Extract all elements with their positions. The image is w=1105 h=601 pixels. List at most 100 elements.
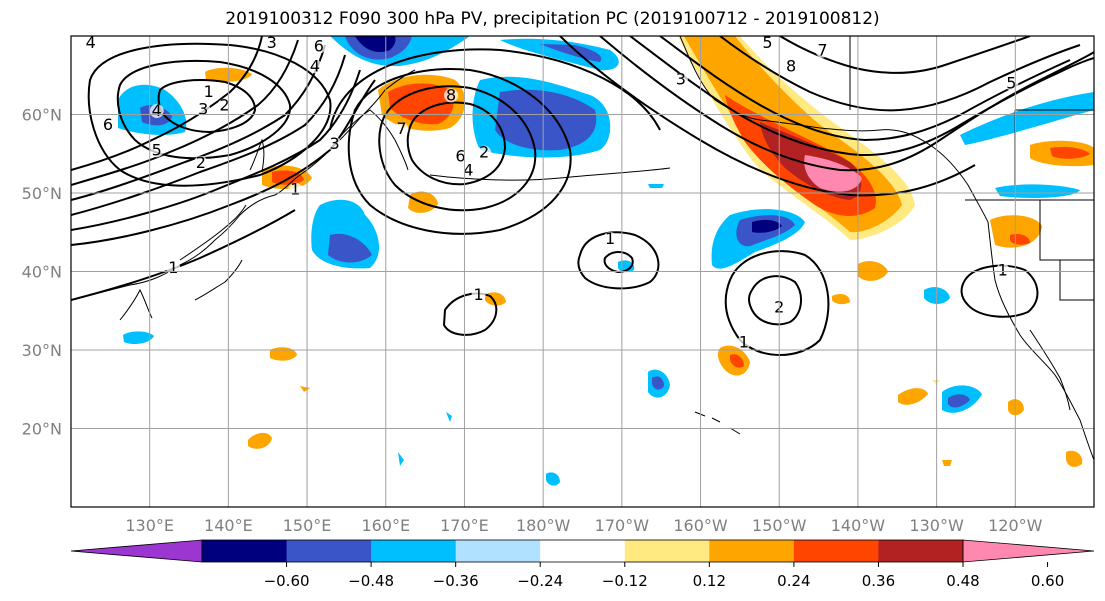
contour-label: 3 — [676, 70, 686, 89]
shade-neg-s9 — [648, 184, 664, 188]
contour-label-bg — [264, 36, 279, 50]
contour-label: 5 — [152, 140, 162, 159]
contour-label-bg — [149, 143, 164, 158]
contour-low-1-inner — [603, 251, 634, 274]
contour-label: 2 — [219, 96, 229, 115]
colorbar-segment — [624, 540, 710, 562]
contour-label-bg — [100, 118, 115, 133]
contour-label: 3 — [330, 134, 340, 153]
contour-trough-1 — [347, 68, 572, 235]
coast-sakhalin — [249, 138, 265, 173]
contour-label: 6 — [314, 37, 324, 56]
colorbar-tick-label: 0.12 — [693, 572, 726, 590]
contour-label-bg — [784, 59, 799, 74]
contour-ridge-6 — [559, 36, 976, 197]
lon-tick-label: 150°W — [752, 516, 807, 535]
contour-low-3-inner — [748, 275, 802, 326]
shade-neg-s8 — [446, 412, 452, 422]
colorbar-tick-label: 0.36 — [862, 572, 895, 590]
contour-label-bg — [327, 137, 342, 152]
shade-pos-gulf-pink — [804, 155, 862, 192]
contour-label: 3 — [198, 100, 208, 119]
contour-west-2 — [71, 69, 361, 231]
colorbar: −0.60 −0.48 −0.36 −0.24 −0.12 0.12 0.24 0.36 0.4… — [70, 539, 1095, 590]
lon-tick-label: 120°W — [988, 516, 1043, 535]
coastlines — [71, 36, 1094, 461]
coast-kamchatka — [329, 109, 409, 171]
contour-west-loop-2 — [116, 59, 292, 160]
colorbar-tick-label: −0.48 — [348, 572, 394, 590]
contour-west-south — [71, 209, 296, 301]
contour-label-bg — [394, 122, 409, 137]
contour-label-bg — [444, 88, 459, 103]
contour-label: 1 — [605, 229, 615, 248]
lon-tick-label: 140°E — [204, 516, 253, 535]
contour-ridge-1 — [599, 36, 1094, 172]
lat-tick-label: 40°N — [22, 263, 62, 282]
contour-label-bg — [736, 335, 751, 350]
shade-neg-ne-2 — [995, 184, 1080, 198]
colorbar-tick-label: −0.36 — [433, 572, 479, 590]
shade-neg-s2-dark — [652, 376, 664, 390]
pv-contours — [71, 36, 1094, 356]
contour-ridge-3 — [659, 36, 1071, 142]
coast-na-west — [987, 221, 1094, 461]
shade-neg-east-darkest — [752, 219, 782, 233]
lat-tick-label: 20°N — [22, 420, 62, 439]
contour-label: 4 — [86, 33, 96, 52]
contour-label-bg — [673, 72, 688, 87]
shade-pos-e1-red — [1050, 146, 1090, 159]
contour-label: 1 — [998, 260, 1008, 279]
colorbar-extend-min — [70, 539, 203, 563]
lon-tick-label: 170°W — [595, 516, 650, 535]
contour-label: 2 — [479, 143, 489, 162]
colorbar-tick-label: −0.24 — [517, 572, 563, 590]
coast-japan — [179, 204, 247, 301]
colorbar-segment — [286, 540, 372, 562]
map-frame — [70, 35, 1095, 508]
contour-label: 6 — [455, 147, 465, 166]
contour-label-bg — [193, 155, 208, 170]
contour-low-1 — [577, 231, 660, 290]
contour-label: 8 — [446, 85, 456, 104]
lon-tick-label: 170°E — [440, 516, 489, 535]
contour-west-1 — [71, 79, 376, 246]
shade-neg-s6 — [546, 472, 560, 486]
colorbar-segment — [709, 540, 795, 562]
colorbar-tick-label: −0.12 — [602, 572, 648, 590]
contour-west-6 — [71, 36, 263, 171]
contour-label: 3 — [267, 33, 277, 52]
shade-pos-e4 — [832, 294, 850, 305]
contour-label: 6 — [103, 115, 113, 134]
shade-pos-s7 — [1066, 450, 1083, 467]
shade-pos-s1-red — [730, 354, 744, 368]
gridlines — [71, 36, 1094, 507]
shade-pos-s9 — [942, 460, 952, 466]
contour-label: 1 — [204, 82, 214, 101]
colorbar-tick-label: 0.60 — [1031, 572, 1064, 590]
latitude-labels: 60°N 50°N 40°N 30°N 20°N — [22, 106, 62, 439]
lon-tick-label: 160°W — [673, 516, 728, 535]
contour-trough-3 — [406, 101, 507, 186]
colorbar-tick-label: 0.24 — [777, 572, 810, 590]
lon-tick-label: 130°W — [909, 516, 964, 535]
shade-pos-s2 — [270, 347, 297, 361]
colorbar-outline — [201, 539, 964, 563]
contour-label-bg — [307, 59, 322, 74]
coast-aleutians — [429, 167, 671, 181]
colorbar-extend-max — [962, 539, 1095, 563]
shade-neg-ne — [960, 92, 1094, 145]
precipitation-shading — [118, 36, 1094, 486]
contour-label-bg — [603, 232, 618, 247]
colorbar-segment — [202, 540, 288, 562]
contour-label-bg — [760, 36, 775, 50]
shade-pos-s3 — [248, 432, 272, 449]
colorbar-segment — [540, 540, 626, 562]
contour-label-bg — [196, 102, 211, 117]
contour-label: 1 — [290, 180, 300, 199]
lon-tick-label: 180°W — [516, 516, 571, 535]
shade-neg-s7 — [398, 452, 404, 466]
shade-pos-s5 — [898, 388, 928, 405]
